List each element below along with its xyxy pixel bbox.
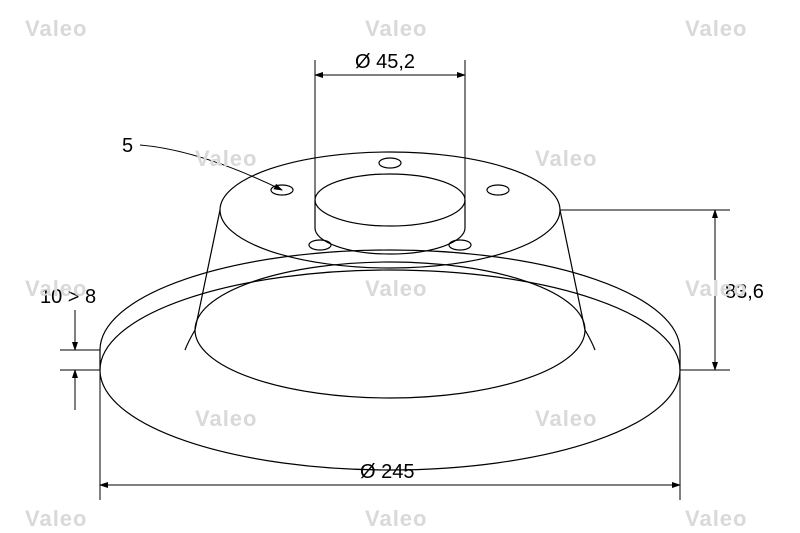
outer-diameter-label: Ø 245 xyxy=(360,461,414,483)
dim-thickness: 10 > 8 xyxy=(40,286,100,410)
dim-outer-diameter: Ø 245 xyxy=(100,370,680,500)
disc-body xyxy=(100,152,680,470)
thickness-label: 10 > 8 xyxy=(40,286,96,308)
dim-holes: 5 xyxy=(122,135,282,190)
dim-height: 83,6 xyxy=(560,210,764,370)
holes-label: 5 xyxy=(122,135,133,157)
tech-drawing: Ø 45,2 5 10 > 8 83,6 Ø 245 xyxy=(0,0,800,533)
inner-diameter-label: Ø 45,2 xyxy=(355,51,415,73)
height-label: 83,6 xyxy=(725,281,764,303)
dim-inner-diameter: Ø 45,2 xyxy=(315,51,465,200)
